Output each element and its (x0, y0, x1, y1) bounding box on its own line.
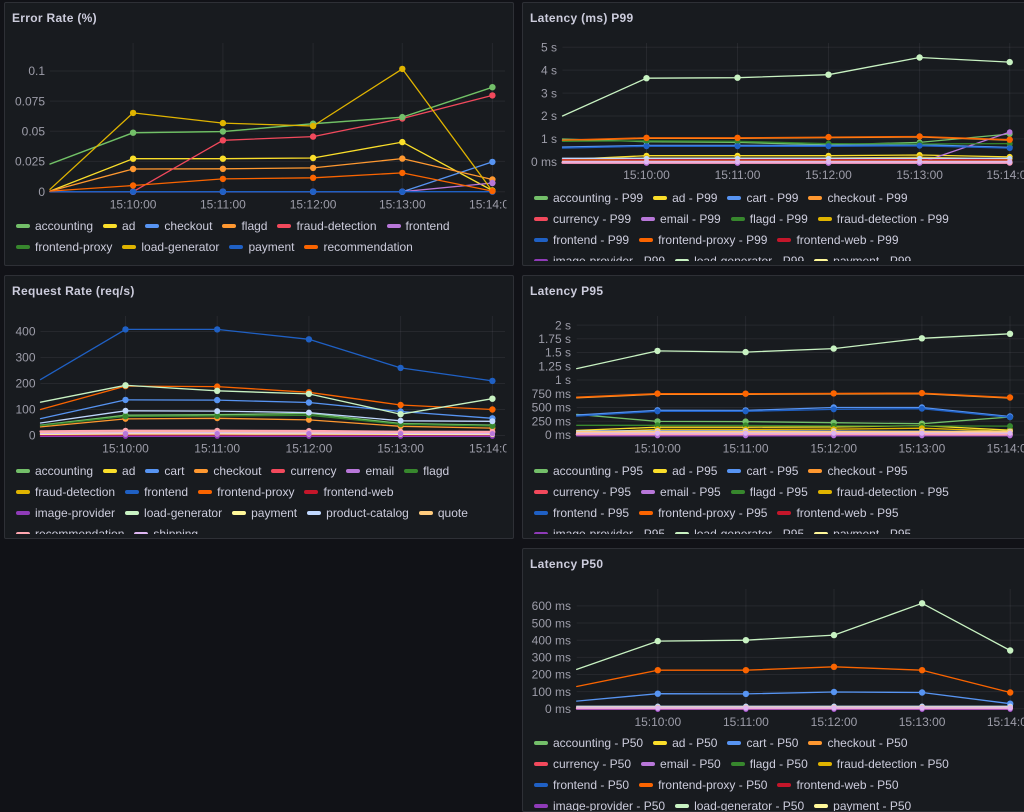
svg-text:5 s: 5 s (541, 40, 557, 54)
svg-text:15:13:00: 15:13:00 (377, 441, 424, 455)
svg-text:0.025: 0.025 (15, 155, 45, 169)
svg-text:2 s: 2 s (555, 318, 571, 332)
svg-text:15:10:00: 15:10:00 (110, 197, 157, 211)
svg-text:400: 400 (15, 325, 35, 339)
svg-text:15:13:00: 15:13:00 (899, 715, 946, 729)
svg-text:1 s: 1 s (541, 132, 557, 146)
svg-text:0.075: 0.075 (15, 94, 45, 108)
svg-text:15:14:00: 15:14:00 (987, 715, 1024, 729)
svg-text:15:11:00: 15:11:00 (723, 715, 769, 729)
svg-text:15:12:00: 15:12:00 (286, 441, 333, 455)
svg-text:500 ms: 500 ms (532, 616, 571, 630)
svg-text:0 ms: 0 ms (545, 702, 571, 716)
svg-text:15:14:00: 15:14:00 (987, 441, 1024, 455)
svg-text:0 ms: 0 ms (545, 428, 571, 442)
svg-text:15:14:00: 15:14:00 (469, 441, 514, 455)
svg-text:400 ms: 400 ms (532, 633, 571, 647)
svg-text:300: 300 (15, 351, 35, 365)
svg-text:15:14:00: 15:14:00 (469, 197, 514, 211)
svg-text:4 s: 4 s (541, 63, 557, 77)
svg-text:0: 0 (29, 429, 36, 443)
svg-text:15:13:00: 15:13:00 (899, 441, 946, 455)
svg-text:15:14:00: 15:14:00 (986, 168, 1024, 182)
svg-text:600 ms: 600 ms (532, 599, 571, 613)
svg-text:15:12:00: 15:12:00 (811, 715, 858, 729)
svg-text:200 ms: 200 ms (532, 668, 571, 682)
svg-text:0 ms: 0 ms (531, 155, 557, 169)
svg-text:15:12:00: 15:12:00 (810, 441, 857, 455)
svg-text:15:10:00: 15:10:00 (102, 441, 149, 455)
svg-text:300 ms: 300 ms (532, 651, 571, 665)
svg-text:15:11:00: 15:11:00 (723, 441, 769, 455)
svg-text:500 ms: 500 ms (532, 401, 571, 415)
svg-text:750 ms: 750 ms (532, 387, 571, 401)
svg-text:15:11:00: 15:11:00 (200, 197, 246, 211)
svg-text:3 s: 3 s (541, 86, 557, 100)
svg-text:2 s: 2 s (541, 109, 557, 123)
svg-text:15:13:00: 15:13:00 (896, 168, 943, 182)
svg-text:100 ms: 100 ms (532, 685, 571, 699)
svg-text:15:11:00: 15:11:00 (194, 441, 240, 455)
svg-text:15:10:00: 15:10:00 (634, 441, 681, 455)
svg-text:200: 200 (15, 377, 35, 391)
svg-text:0.05: 0.05 (22, 124, 46, 138)
svg-text:1.5 s: 1.5 s (545, 346, 571, 360)
svg-text:15:10:00: 15:10:00 (634, 715, 681, 729)
svg-text:1.75 s: 1.75 s (538, 332, 571, 346)
svg-text:0.1: 0.1 (28, 64, 45, 78)
svg-text:15:13:00: 15:13:00 (379, 197, 426, 211)
svg-text:15:12:00: 15:12:00 (805, 168, 852, 182)
svg-text:0: 0 (38, 185, 45, 199)
svg-text:15:11:00: 15:11:00 (715, 168, 761, 182)
svg-text:15:12:00: 15:12:00 (290, 197, 337, 211)
svg-text:100: 100 (15, 403, 35, 417)
svg-text:250 ms: 250 ms (532, 415, 571, 429)
svg-text:1 s: 1 s (555, 373, 571, 387)
svg-text:1.25 s: 1.25 s (538, 360, 571, 374)
svg-text:15:10:00: 15:10:00 (623, 168, 670, 182)
